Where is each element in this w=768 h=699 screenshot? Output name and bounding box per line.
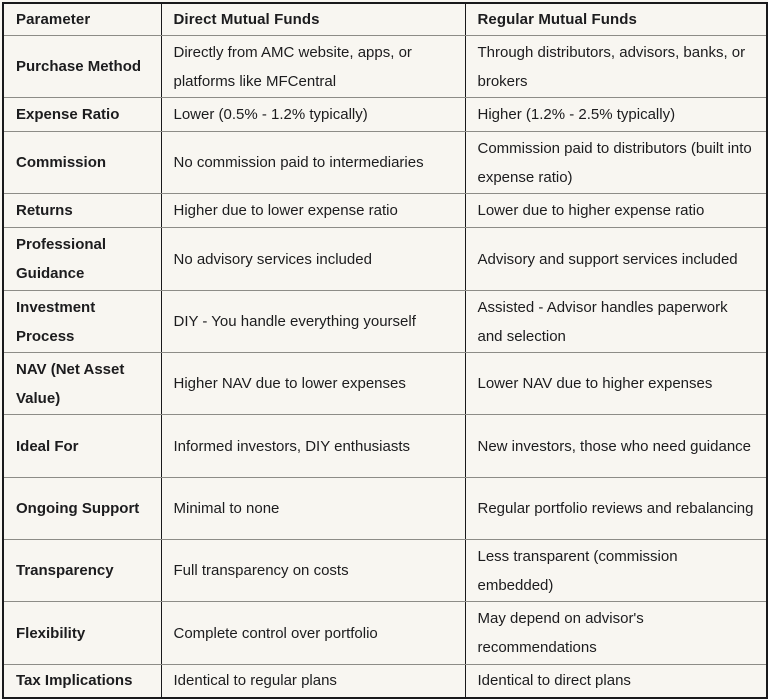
direct-cell: No advisory services included: [160, 227, 466, 291]
parameter-cell: Commission: [2, 131, 162, 194]
parameter-cell: Professional Guidance: [2, 227, 162, 291]
table-row: Ideal For Informed investors, DIY enthus…: [2, 414, 768, 478]
parameter-cell: Purchase Method: [2, 35, 162, 98]
regular-cell: Lower NAV due to higher expenses: [464, 352, 768, 415]
table-row: Commission No commission paid to interme…: [2, 131, 768, 194]
parameter-cell: Investment Process: [2, 290, 162, 353]
regular-cell: May depend on advisor's recommendations: [464, 601, 768, 665]
direct-cell: Full transparency on costs: [160, 539, 466, 602]
table-row: Tax Implications Identical to regular pl…: [2, 664, 768, 698]
direct-cell: Lower (0.5% - 1.2% typically): [160, 97, 466, 132]
parameter-cell: NAV (Net Asset Value): [2, 352, 162, 415]
table-row: Flexibility Complete control over portfo…: [2, 601, 768, 665]
column-header-parameter: Parameter: [2, 2, 162, 36]
regular-cell: Identical to direct plans: [464, 664, 768, 698]
direct-cell: Identical to regular plans: [160, 664, 466, 698]
parameter-cell: Ongoing Support: [2, 477, 162, 540]
table-row: NAV (Net Asset Value) Higher NAV due to …: [2, 352, 768, 415]
regular-cell: Less transparent (commission embedded): [464, 539, 768, 602]
table-row: Ongoing Support Minimal to none Regular …: [2, 477, 768, 540]
direct-cell: Higher NAV due to lower expenses: [160, 352, 466, 415]
regular-cell: Higher (1.2% - 2.5% typically): [464, 97, 768, 132]
table-row: Professional Guidance No advisory servic…: [2, 227, 768, 291]
column-header-direct-mutual-funds: Direct Mutual Funds: [160, 2, 466, 36]
parameter-cell: Ideal For: [2, 414, 162, 478]
header-row: Parameter Direct Mutual Funds Regular Mu…: [2, 2, 768, 36]
parameter-cell: Tax Implications: [2, 664, 162, 698]
direct-cell: Minimal to none: [160, 477, 466, 540]
column-header-regular-mutual-funds: Regular Mutual Funds: [464, 2, 768, 36]
regular-cell: Lower due to higher expense ratio: [464, 193, 768, 228]
regular-cell: Advisory and support services included: [464, 227, 768, 291]
parameter-cell: Transparency: [2, 539, 162, 602]
direct-cell: No commission paid to intermediaries: [160, 131, 466, 194]
regular-cell: New investors, those who need guidance: [464, 414, 768, 478]
parameter-cell: Returns: [2, 193, 162, 228]
direct-cell: Higher due to lower expense ratio: [160, 193, 466, 228]
regular-cell: Assisted - Advisor handles paperwork and…: [464, 290, 768, 353]
direct-cell: Complete control over portfolio: [160, 601, 466, 665]
regular-cell: Through distributors, advisors, banks, o…: [464, 35, 768, 98]
table-row: Returns Higher due to lower expense rati…: [2, 193, 768, 228]
regular-cell: Commission paid to distributors (built i…: [464, 131, 768, 194]
parameter-cell: Flexibility: [2, 601, 162, 665]
table-row: Investment Process DIY - You handle ever…: [2, 290, 768, 353]
direct-cell: Directly from AMC website, apps, or plat…: [160, 35, 466, 98]
parameter-cell: Expense Ratio: [2, 97, 162, 132]
table-row: Transparency Full transparency on costs …: [2, 539, 768, 602]
table-row: Purchase Method Directly from AMC websit…: [2, 35, 768, 98]
regular-cell: Regular portfolio reviews and rebalancin…: [464, 477, 768, 540]
direct-cell: Informed investors, DIY enthusiasts: [160, 414, 466, 478]
direct-cell: DIY - You handle everything yourself: [160, 290, 466, 353]
table-row: Expense Ratio Lower (0.5% - 1.2% typical…: [2, 97, 768, 132]
